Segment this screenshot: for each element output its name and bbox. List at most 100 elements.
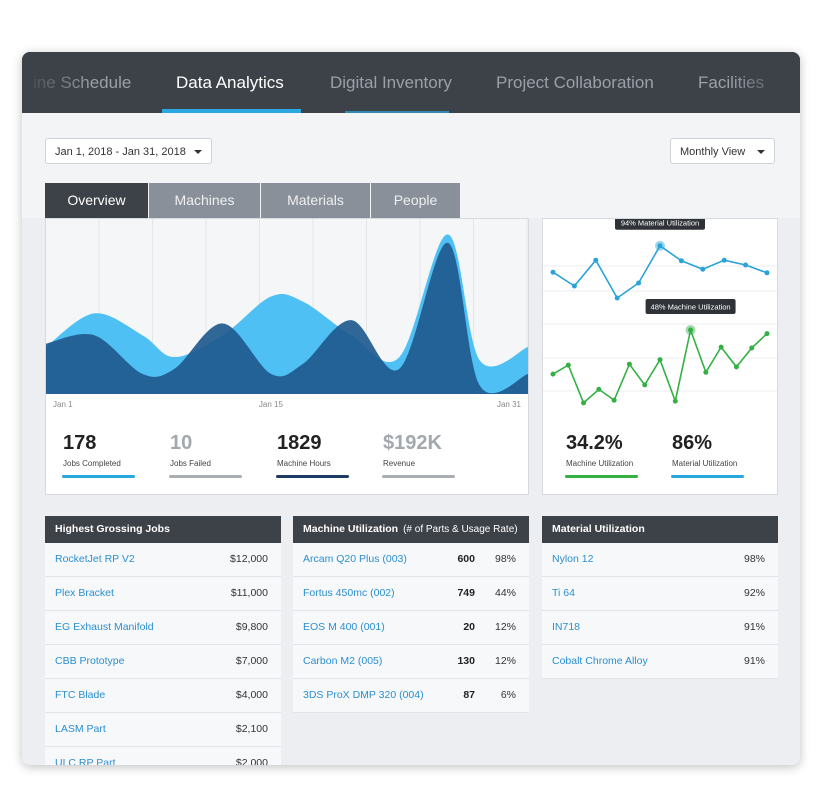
- row-name[interactable]: Fortus 450mc (002): [303, 587, 395, 599]
- stat-label: Material Utilization: [672, 459, 738, 468]
- point: [657, 243, 663, 249]
- point: [581, 400, 587, 406]
- row-name[interactable]: EG Exhaust Manifold: [55, 621, 154, 633]
- tooltip-bg: [615, 219, 705, 230]
- row-name[interactable]: RocketJet RP V2: [55, 553, 135, 565]
- table-header: Machine Utilization (# of Parts & Usage R…: [293, 516, 529, 543]
- point: [565, 362, 571, 368]
- row-value: 12%: [494, 655, 516, 667]
- table-title: Machine Utilization: [303, 523, 399, 535]
- table-row: Arcam Q20 Plus (003) 600 98%: [293, 543, 529, 577]
- point: [550, 269, 556, 275]
- row-value: 91%: [743, 621, 765, 633]
- point: [743, 262, 749, 268]
- stat-value: 34.2%: [566, 432, 623, 454]
- row-name[interactable]: Plex Bracket: [55, 587, 114, 599]
- point: [749, 345, 755, 351]
- table-row: FTC Blade $4,000: [45, 679, 281, 713]
- point: [718, 344, 724, 350]
- stat-label: Jobs Failed: [170, 459, 211, 468]
- nav-tab[interactable]: Digital Inventory: [330, 73, 452, 92]
- stat-value: 86%: [672, 432, 713, 454]
- row-name[interactable]: 3DS ProX DMP 320 (004): [303, 689, 424, 701]
- table-row: Plex Bracket $11,000: [45, 577, 281, 611]
- subtab-active[interactable]: Overview: [45, 183, 148, 218]
- point: [688, 327, 694, 333]
- row-value: 44%: [494, 587, 516, 599]
- row-name[interactable]: CBB Prototype: [55, 655, 125, 667]
- row-value: 92%: [743, 587, 765, 599]
- tooltip-bg: [645, 299, 736, 314]
- view-dropdown[interactable]: Monthly View: [670, 138, 775, 164]
- row-value: $9,800: [235, 621, 268, 633]
- stat-underline: [62, 475, 135, 478]
- table-header: Highest Grossing Jobs: [45, 516, 281, 543]
- data-table: Highest Grossing Jobs RocketJet RP V2 $12,…: [45, 516, 281, 765]
- row-value: $2,100: [235, 723, 268, 735]
- point: [571, 283, 577, 289]
- row-name[interactable]: EOS M 400 (001): [303, 621, 385, 633]
- row-value: 20: [463, 621, 475, 633]
- table-row: Cobalt Chrome Alloy 91%: [542, 645, 778, 679]
- date-dropdown[interactable]: Jan 1, 2018 - Jan 31, 2018: [45, 138, 212, 164]
- row-value: $4,000: [235, 689, 268, 701]
- table-row: Carbon M2 (005) 130 12%: [293, 645, 529, 679]
- top-nav: ine Schedule Data Analytics Digital Inve…: [22, 52, 800, 113]
- stat-value: 178: [63, 432, 97, 454]
- subtab[interactable]: People: [371, 183, 460, 218]
- row-value: 98%: [743, 553, 765, 565]
- dashboard-card: ine Schedule Data Analytics Digital Inve…: [22, 52, 800, 765]
- point-highlight: [655, 240, 665, 251]
- point: [721, 257, 727, 263]
- nav-tab[interactable]: Project Collaboration: [496, 73, 654, 92]
- fade-right: [730, 52, 800, 113]
- row-name[interactable]: Carbon M2 (005): [303, 655, 383, 667]
- table-row: ULC RP Part $2,000: [45, 747, 281, 765]
- table-row: LASM Part $2,100: [45, 713, 281, 747]
- table-title: Material Utilization: [552, 523, 645, 535]
- stat-underline: [276, 475, 349, 478]
- point: [764, 270, 770, 276]
- stat-underline: [565, 475, 638, 478]
- point: [626, 361, 632, 367]
- view-label: Monthly View: [680, 146, 746, 158]
- stat-label: Revenue: [383, 459, 416, 468]
- hover-underline: [345, 111, 449, 113]
- x-tick-label: Jan 1: [53, 400, 73, 409]
- row-value: 12%: [494, 621, 516, 633]
- point: [611, 397, 617, 403]
- row-value: 91%: [743, 655, 765, 667]
- point: [672, 398, 678, 404]
- row-value: $12,000: [230, 553, 268, 565]
- table-row: Nylon 12 98%: [542, 543, 778, 577]
- stat-value: 10: [170, 432, 193, 454]
- table-row: Fortus 450mc (002) 749 44%: [293, 577, 529, 611]
- row-name[interactable]: Nylon 12: [552, 553, 594, 565]
- tooltip-text: 48% Machine Utilization: [651, 303, 731, 312]
- area-series: [46, 242, 528, 394]
- x-tick-label: Jan 15: [259, 400, 284, 409]
- row-name[interactable]: IN718: [552, 621, 581, 633]
- utilization-panel: 94% Material Utilization 48% Machine Util…: [542, 218, 778, 495]
- subtab[interactable]: Machines: [149, 183, 260, 218]
- active-underline: [162, 109, 301, 113]
- row-value: 87: [463, 689, 475, 701]
- point: [593, 257, 599, 263]
- row-name[interactable]: Ti 64: [552, 587, 575, 599]
- overview-panel: Jan 1 Jan 15 Jan 31 178 Jobs Completed 10 Job…: [45, 218, 529, 495]
- row-name[interactable]: ULC RP Part: [55, 757, 116, 765]
- table-subtitle: (# of Parts & Usage Rate): [403, 524, 518, 535]
- row-value: 98%: [494, 553, 516, 565]
- stat-label: Jobs Completed: [63, 459, 121, 468]
- row-name[interactable]: Arcam Q20 Plus (003): [303, 553, 407, 565]
- point: [703, 369, 709, 375]
- row-name[interactable]: FTC Blade: [55, 689, 106, 701]
- nav-tab-active[interactable]: Data Analytics: [176, 73, 284, 92]
- data-table: Machine Utilization (# of Parts & Usage R…: [293, 516, 529, 713]
- subtab[interactable]: Materials: [261, 183, 370, 218]
- table-row: EOS M 400 (001) 20 12%: [293, 611, 529, 645]
- row-name[interactable]: Cobalt Chrome Alloy: [552, 655, 648, 667]
- row-value: 600: [457, 553, 475, 565]
- row-name[interactable]: LASM Part: [55, 723, 106, 735]
